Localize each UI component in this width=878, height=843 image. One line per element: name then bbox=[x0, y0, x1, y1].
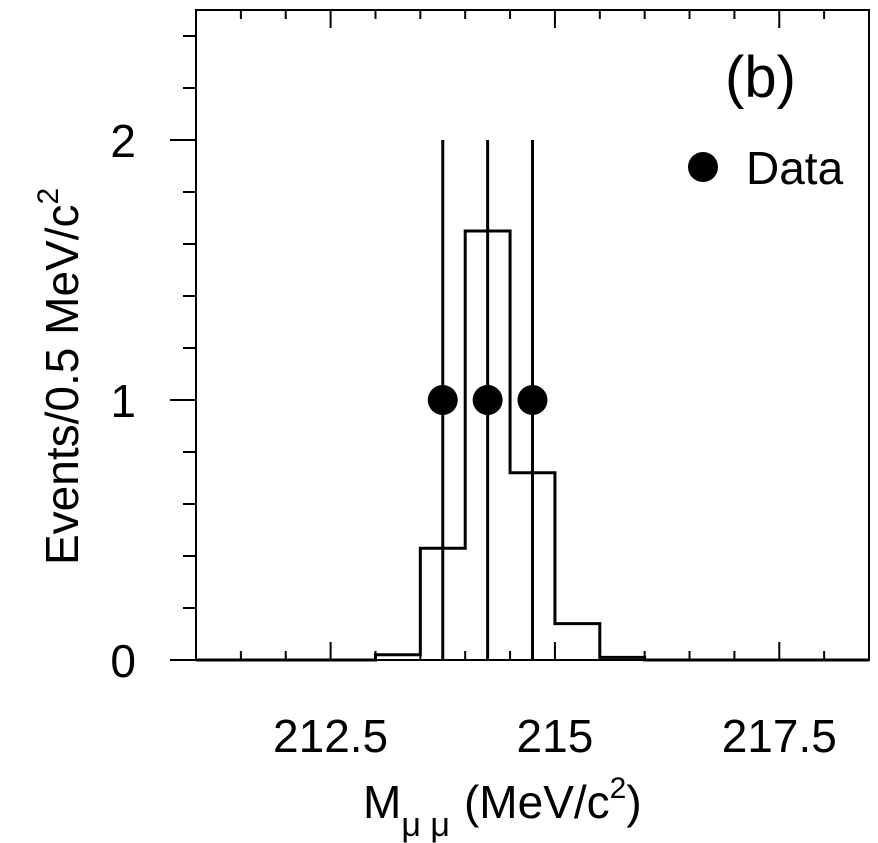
legend: Data bbox=[688, 142, 844, 194]
histogram-group bbox=[196, 229, 869, 662]
legend-marker bbox=[688, 152, 718, 182]
y-tick-label: 0 bbox=[110, 635, 136, 687]
x-axis-label-unit: (MeV/c bbox=[464, 776, 610, 828]
data-point bbox=[517, 385, 548, 415]
x-axis-label-main: M bbox=[363, 776, 401, 828]
x-tick-label: 217.5 bbox=[722, 710, 837, 762]
y-tick-label: 2 bbox=[110, 115, 136, 167]
data-points-group bbox=[427, 140, 548, 660]
legend-label-data: Data bbox=[746, 142, 844, 194]
x-axis-label-sub: μ μ bbox=[401, 806, 450, 843]
data-point bbox=[427, 385, 458, 415]
x-axis-label-unit-end: ) bbox=[626, 776, 641, 828]
data-point bbox=[472, 385, 503, 415]
y-axis-label-main: Events/0.5 MeV/c bbox=[36, 205, 88, 566]
histogram-outline bbox=[196, 229, 869, 662]
y-axis-label: Events/0.5 MeV/c2 bbox=[32, 188, 88, 565]
panel-label: (b) bbox=[725, 45, 796, 110]
x-axis-label: Mμ μ (MeV/c2) bbox=[363, 772, 642, 843]
x-tick-label: 212.5 bbox=[273, 710, 388, 762]
x-axis-label-unit-sup: 2 bbox=[610, 772, 627, 805]
y-tick-label: 1 bbox=[110, 375, 136, 427]
y-axis-label-sup: 2 bbox=[32, 188, 65, 205]
x-tick-label: 215 bbox=[517, 710, 594, 762]
